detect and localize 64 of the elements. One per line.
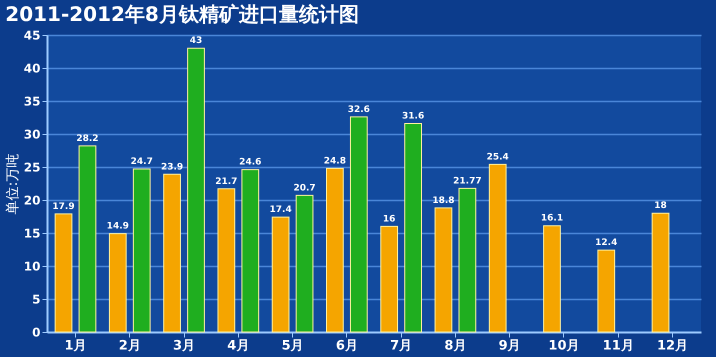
y-axis-title: 单位:万吨 xyxy=(4,154,21,214)
y-tick-label: 25 xyxy=(24,160,40,174)
bar xyxy=(404,122,422,332)
bar xyxy=(543,225,561,332)
data-label: 28.2 xyxy=(76,134,99,144)
bar xyxy=(78,145,96,332)
x-tick-label: 3月 xyxy=(173,338,196,354)
bar xyxy=(326,168,344,332)
data-label: 20.7 xyxy=(293,183,316,194)
data-label: 23.9 xyxy=(160,162,184,172)
data-label: 12.4 xyxy=(595,238,618,248)
x-tick-label: 4月 xyxy=(227,338,250,354)
y-tick-label: 20 xyxy=(24,194,40,208)
bar xyxy=(652,212,670,332)
data-label: 18.8 xyxy=(432,196,455,206)
data-label: 24.6 xyxy=(239,158,262,168)
data-label: 43 xyxy=(190,36,202,46)
y-tick-label: 45 xyxy=(24,28,40,42)
bar xyxy=(187,48,205,332)
y-tick-label: 40 xyxy=(24,62,40,76)
data-label: 17.9 xyxy=(52,202,75,212)
bar xyxy=(350,116,368,332)
data-label: 21.77 xyxy=(453,176,482,186)
y-tick-label: 5 xyxy=(32,292,40,306)
bar xyxy=(272,216,290,332)
data-label: 21.7 xyxy=(215,176,238,187)
x-tick-label: 1月 xyxy=(64,338,87,354)
data-label: 31.6 xyxy=(402,111,424,122)
x-tick-label: 11月 xyxy=(602,338,634,354)
data-label: 24.8 xyxy=(324,156,346,166)
y-tick-label: 15 xyxy=(24,226,40,240)
chart-title: 2011-2012年8月钛精矿进口量统计图 xyxy=(5,2,359,26)
x-tick-label: 10月 xyxy=(548,338,580,354)
bar xyxy=(54,213,72,332)
bar xyxy=(488,164,507,332)
bar xyxy=(296,194,314,332)
bar xyxy=(217,188,236,332)
y-tick-label: 30 xyxy=(24,128,40,142)
data-label: 25.4 xyxy=(486,152,509,162)
data-label: 16 xyxy=(382,214,396,224)
bar xyxy=(597,250,616,332)
bar xyxy=(163,174,181,332)
bar xyxy=(132,168,151,332)
x-tick-label: 8月 xyxy=(444,338,466,354)
x-tick-label: 5月 xyxy=(282,338,304,354)
y-tick-label: 35 xyxy=(24,94,40,108)
data-label: 24.7 xyxy=(130,156,153,167)
bar xyxy=(241,169,260,332)
y-tick-label: 0 xyxy=(32,326,40,340)
y-tick-label: 10 xyxy=(24,260,40,274)
x-tick-label: 2月 xyxy=(118,338,141,354)
x-tick-label: 12月 xyxy=(656,338,688,354)
data-label: 17.4 xyxy=(270,205,292,216)
x-tick-label: 6月 xyxy=(336,338,358,354)
data-label: 14.9 xyxy=(106,222,129,232)
data-label: 32.6 xyxy=(348,104,370,115)
bar xyxy=(108,233,127,332)
data-label: 16.1 xyxy=(540,214,564,224)
bar xyxy=(458,188,476,332)
x-tick-label: 9月 xyxy=(498,338,521,354)
data-label: 18 xyxy=(654,201,667,212)
bar xyxy=(434,207,452,332)
x-tick-label: 7月 xyxy=(390,338,412,354)
bar xyxy=(380,226,398,332)
